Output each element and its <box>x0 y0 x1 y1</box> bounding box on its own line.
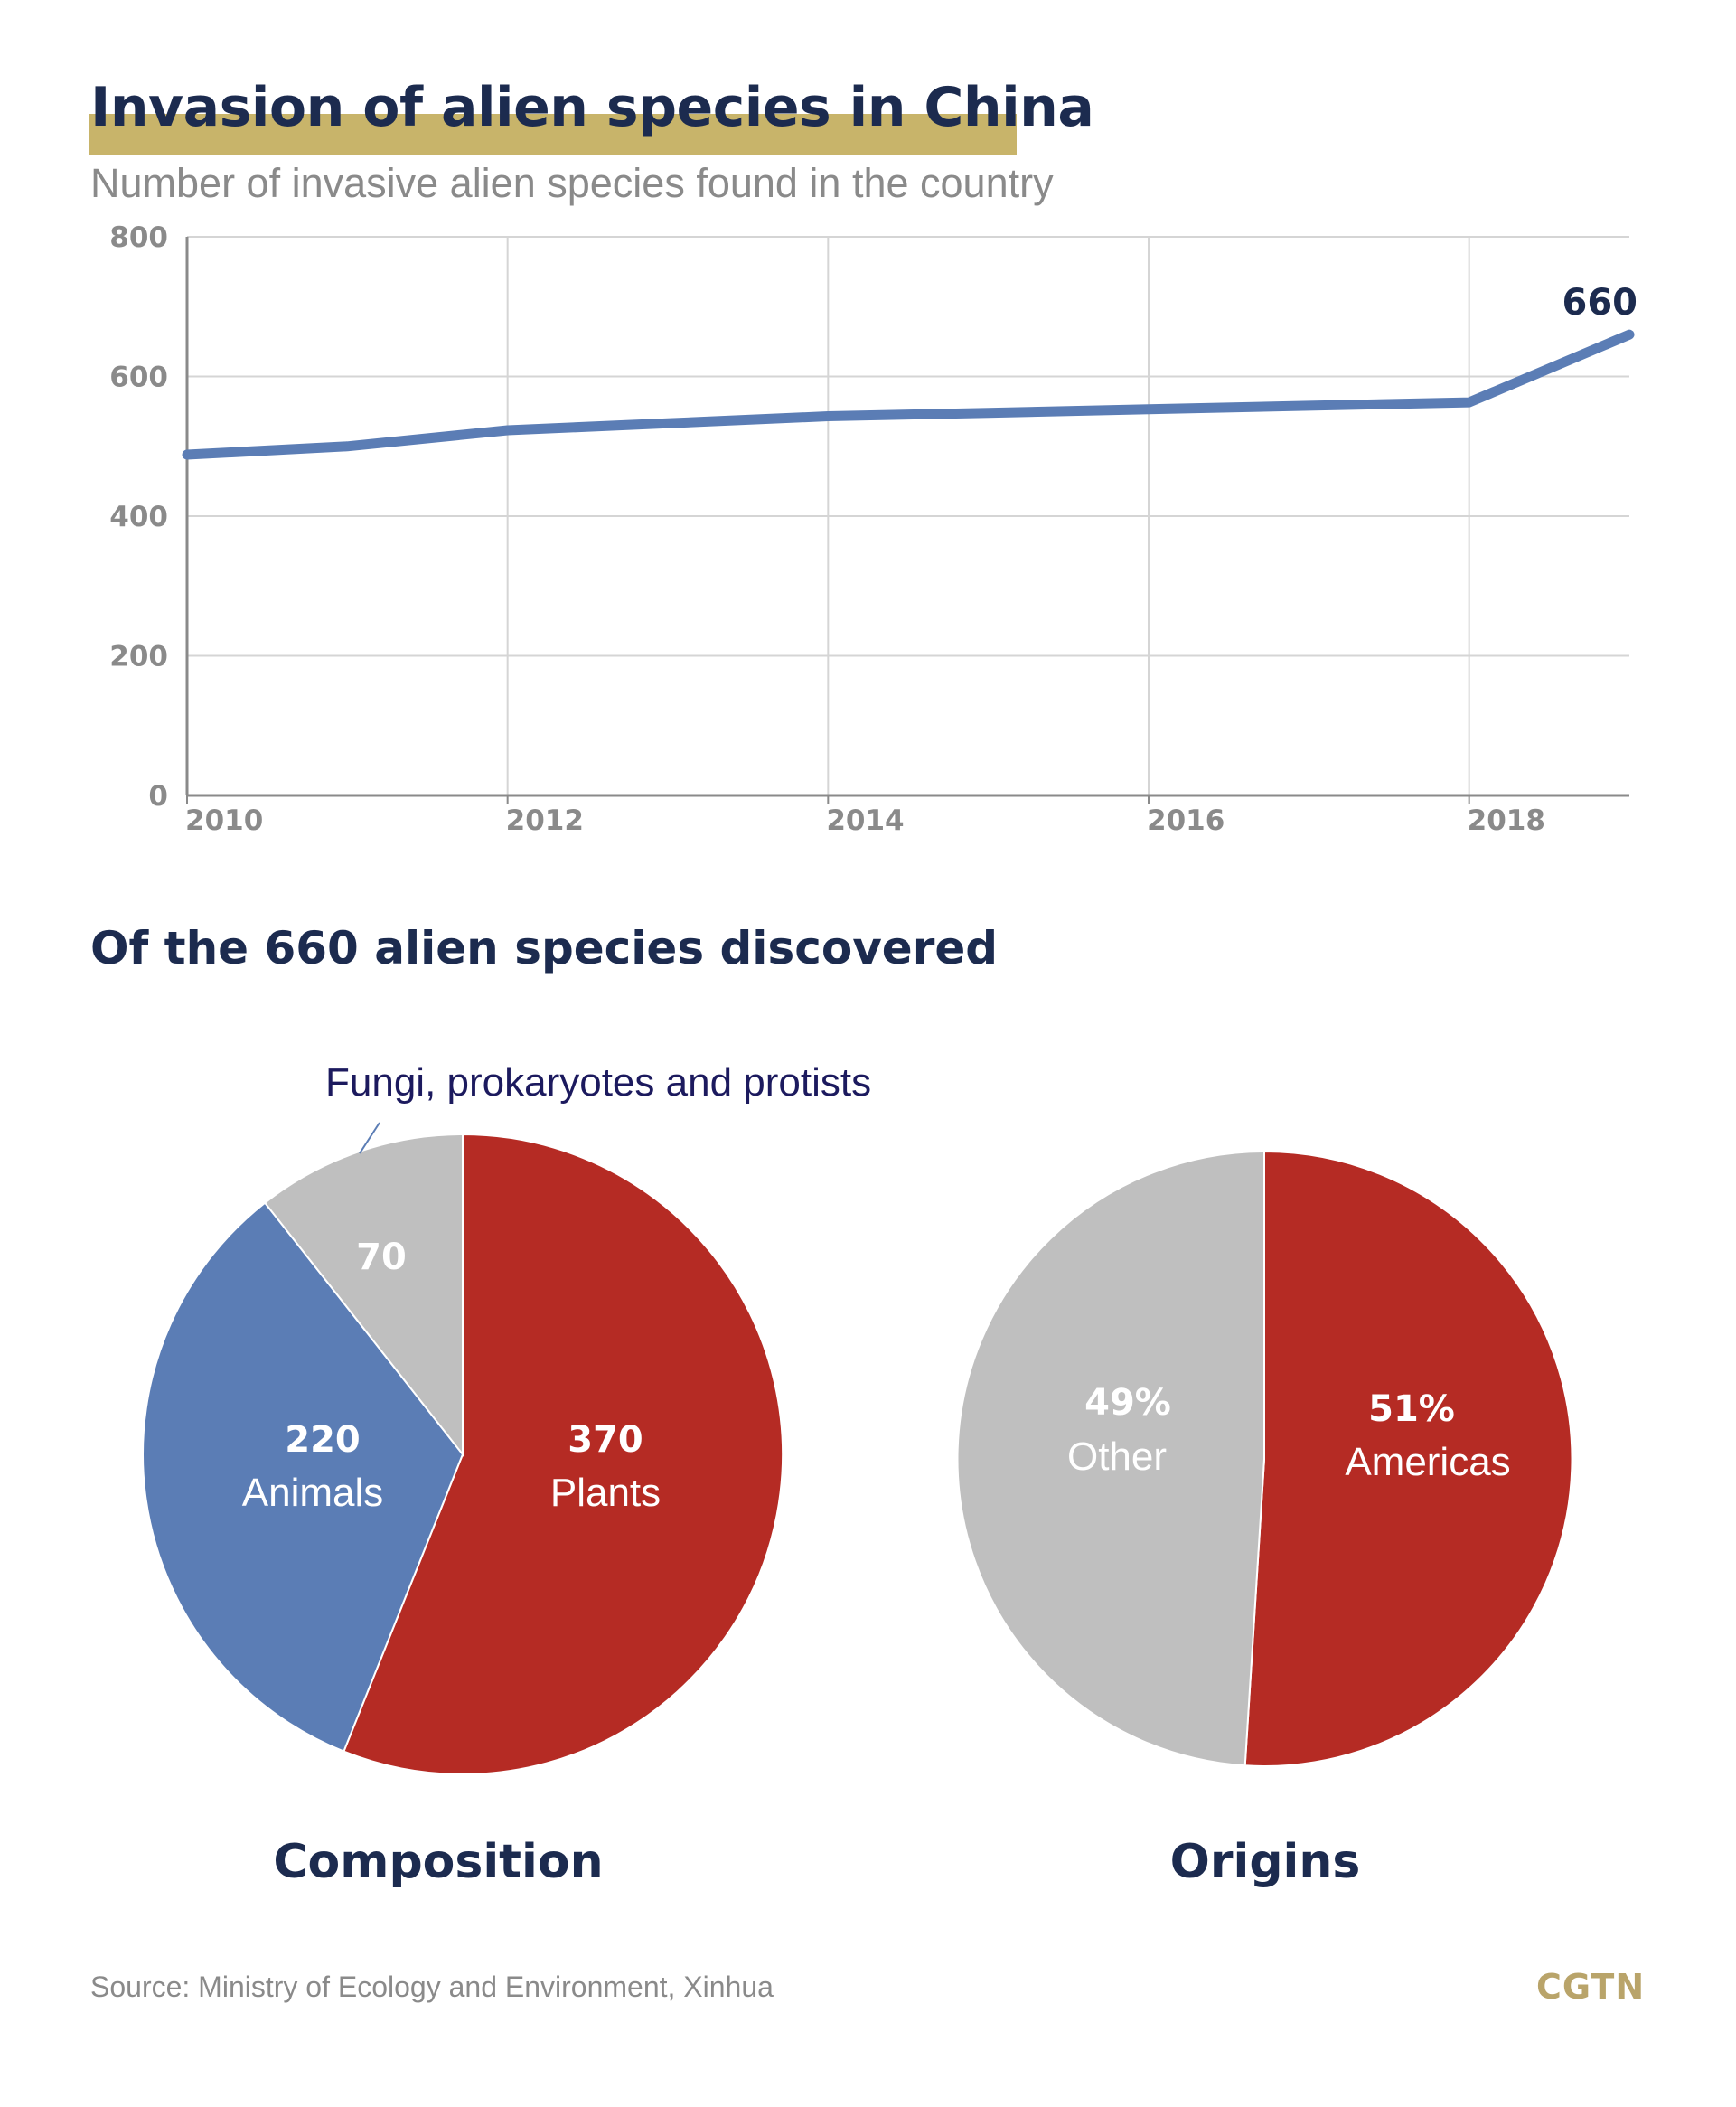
plants-name-label: Plants <box>550 1471 661 1515</box>
y-tick-label: 400 <box>109 501 168 533</box>
americas-name-label: Americas <box>1345 1440 1510 1484</box>
cgtn-logo: CGTN <box>1536 1967 1646 2007</box>
data-point <box>985 409 991 416</box>
other-origin-name-label: Other <box>1067 1434 1167 1479</box>
data-point <box>184 452 190 458</box>
data-point <box>665 420 671 427</box>
fungi-slice <box>263 1133 464 1457</box>
other-origin-value-label: 49% <box>1084 1382 1171 1424</box>
line-chart: 0 200 400 600 800 2010 2012 2014 2016 2018 660 <box>109 221 1638 837</box>
data-point <box>1306 402 1312 409</box>
data-point <box>504 427 511 433</box>
y-tick-label: 800 <box>109 221 168 254</box>
plants-value-label: 370 <box>568 1419 643 1461</box>
americas-value-label: 51% <box>1368 1388 1455 1430</box>
data-point <box>1146 406 1151 412</box>
animals-slice <box>142 1201 464 1753</box>
animals-value-label: 220 <box>285 1419 361 1461</box>
title-highlight-bar <box>89 114 1017 155</box>
origins-title: Origins <box>1169 1835 1361 1889</box>
data-point <box>1466 400 1472 406</box>
animals-name-label: Animals <box>242 1471 384 1515</box>
chart-subtitle: Number of invasive alien species found i… <box>90 160 1054 206</box>
chart-title: Invasion of alien species in China <box>90 76 1094 139</box>
x-tick-label: 2016 <box>1147 804 1225 837</box>
x-tick-label: 2010 <box>185 804 263 837</box>
end-value-label: 660 <box>1562 282 1638 324</box>
data-point <box>344 443 351 449</box>
x-tick-label: 2014 <box>826 804 904 837</box>
plants-slice <box>343 1133 784 1775</box>
fungi-callout-label: Fungi, prokaryotes and protists <box>325 1060 871 1105</box>
series-line <box>182 329 1635 460</box>
data-point <box>1627 332 1632 338</box>
fungi-value-label: 70 <box>356 1237 407 1278</box>
data-point <box>825 413 831 419</box>
y-tick-label: 600 <box>109 362 168 394</box>
y-tick-label: 0 <box>148 780 168 813</box>
other-origin-slice <box>956 1150 1265 1767</box>
composition-title: Composition <box>273 1835 604 1889</box>
fungi-callout-line <box>359 1122 380 1154</box>
americas-slice <box>1243 1150 1573 1767</box>
source-note: Source: Ministry of Ecology and Environm… <box>90 1971 774 2003</box>
x-tick-label: 2012 <box>506 804 584 837</box>
x-tick-label: 2018 <box>1468 804 1545 837</box>
section-title: Of the 660 alien species discovered <box>90 922 999 974</box>
y-tick-label: 200 <box>109 641 168 673</box>
